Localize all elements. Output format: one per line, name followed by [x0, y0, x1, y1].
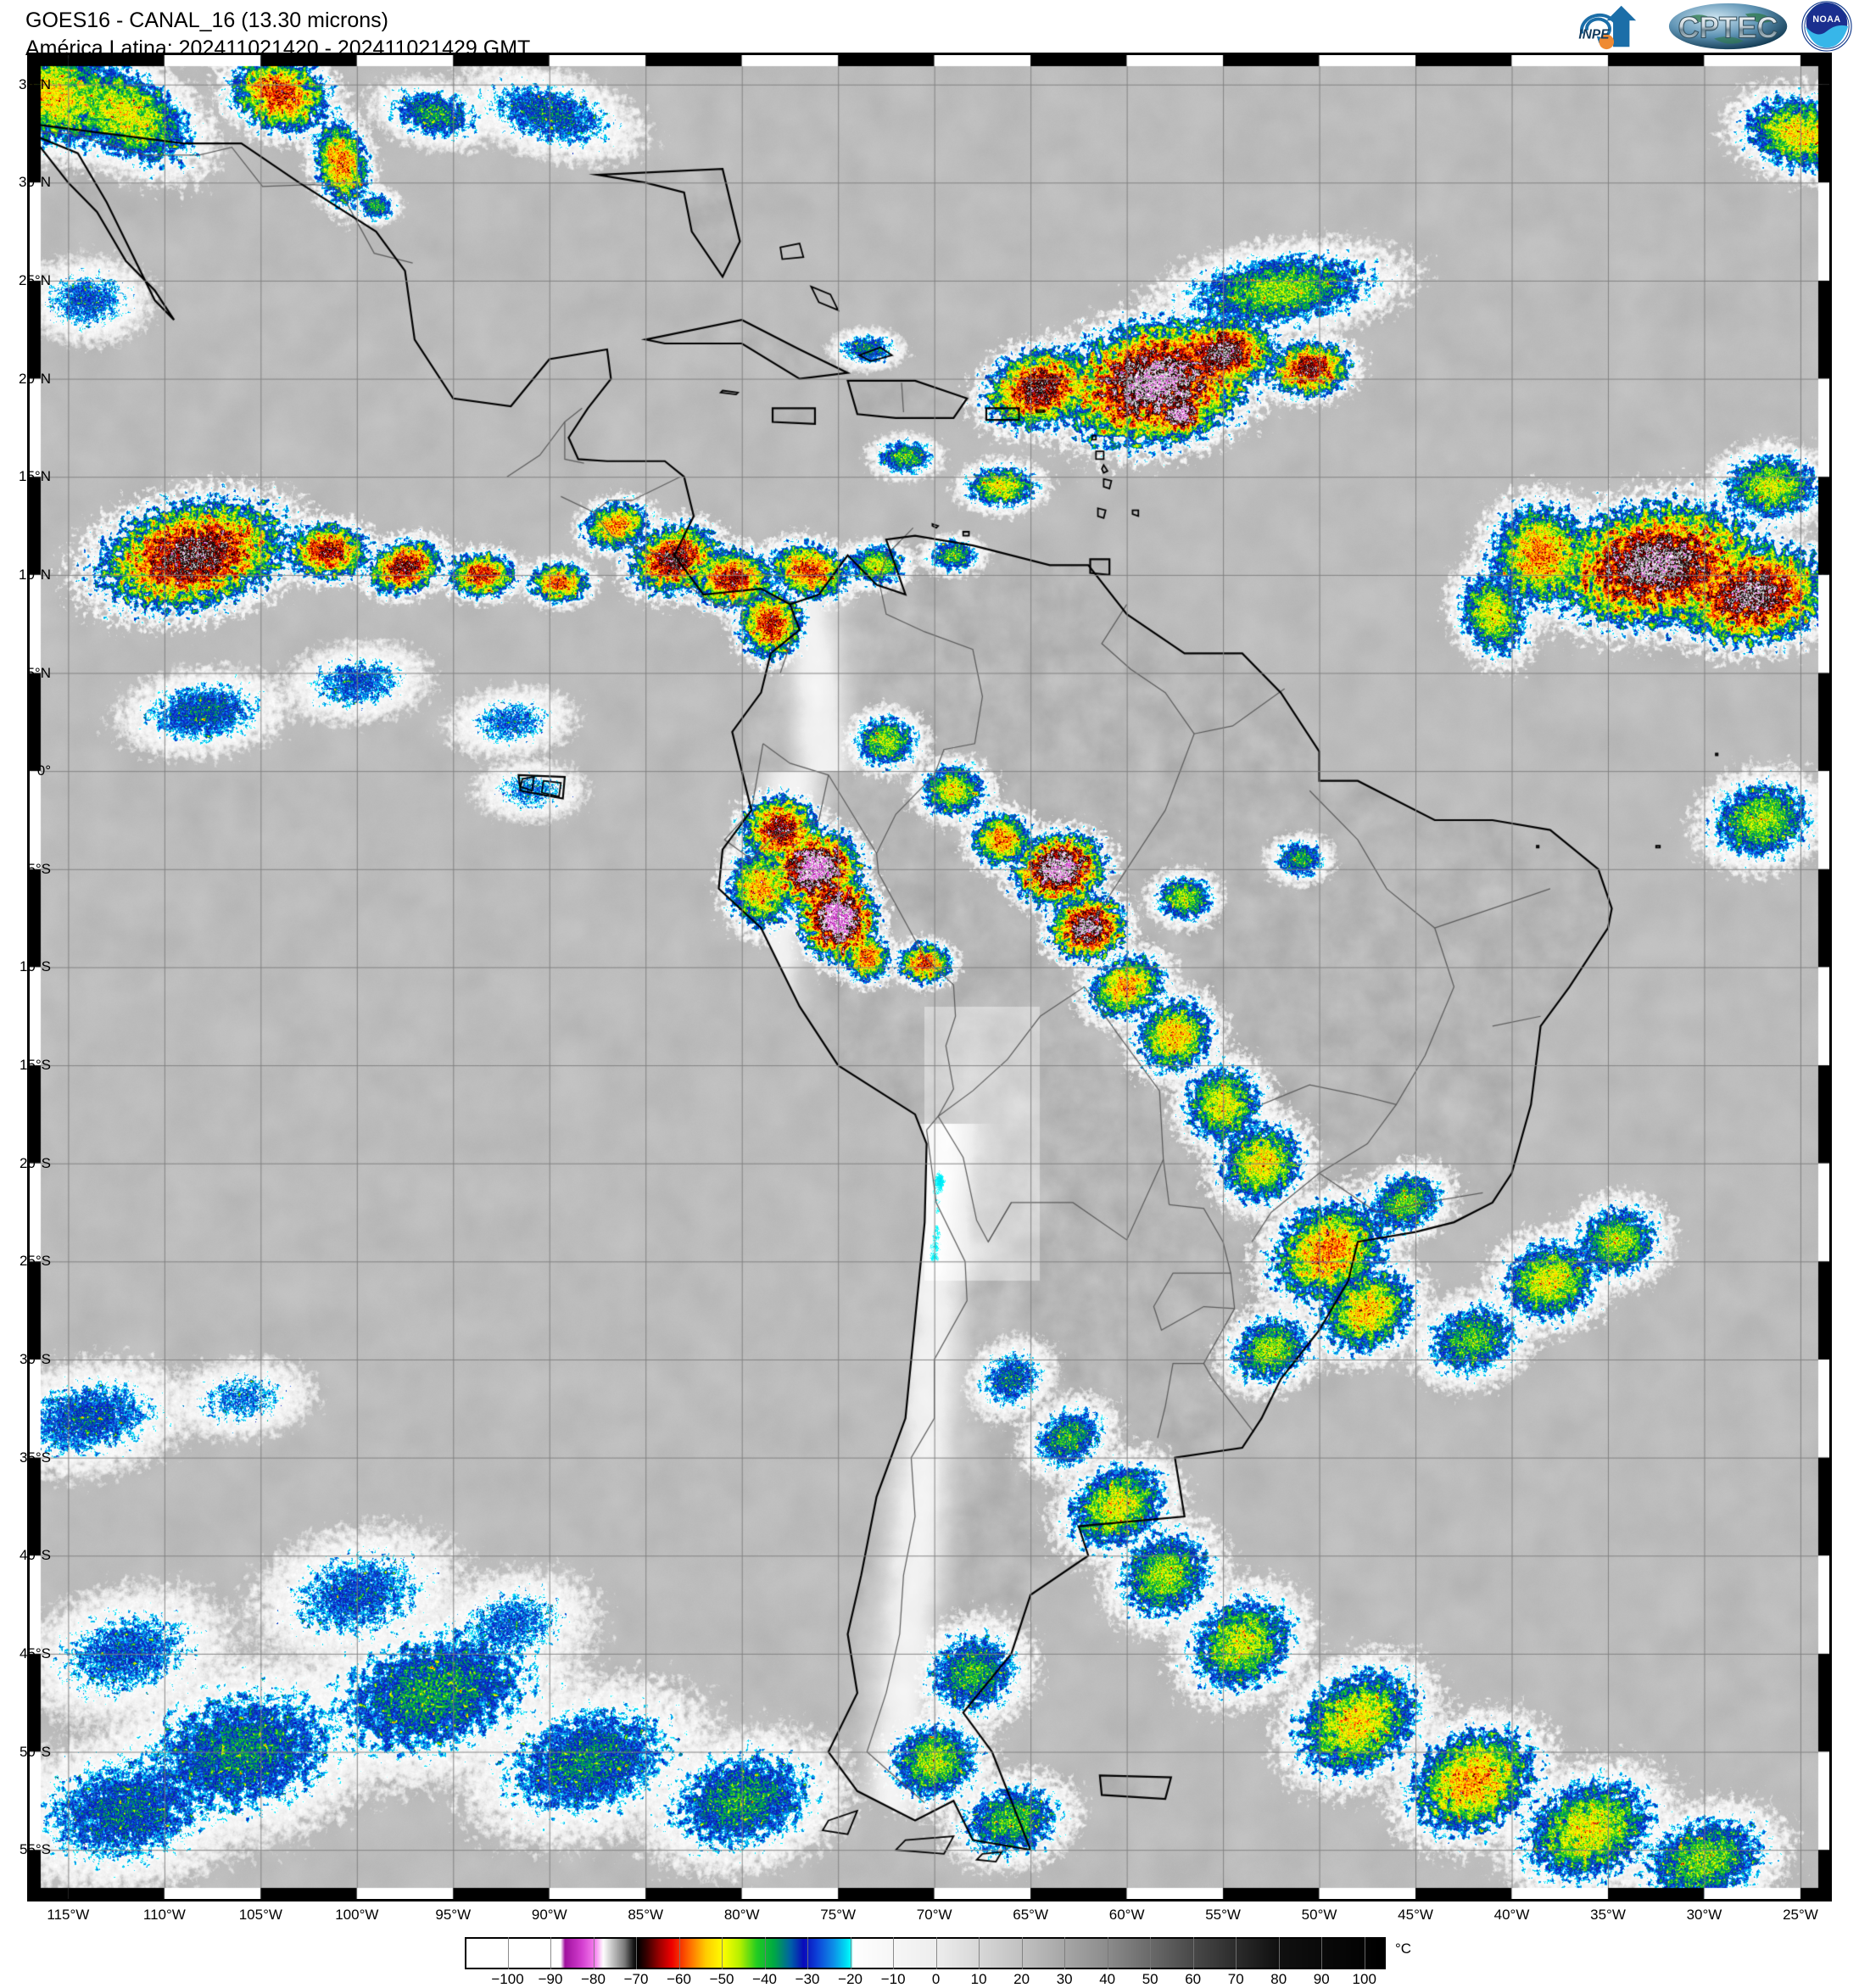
colorbar-tick [1064, 1937, 1066, 1969]
colorbar: −100 −90 −80 −70 −60 −50 −40 −30 −20 −10 0 10 20 30 40… [0, 1930, 1859, 1987]
satellite-image-canvas[interactable] [30, 55, 1829, 1899]
map-frame-border [27, 53, 1832, 1901]
colorbar-tick [1278, 1937, 1280, 1969]
colorbar-tick-label: 0 [931, 1971, 941, 1987]
colorbar-tick-label: 40 [1099, 1971, 1116, 1987]
colorbar-tick [1192, 1937, 1194, 1969]
colorbar-tick [722, 1937, 723, 1969]
colorbar-tick-label: −10 [880, 1971, 906, 1987]
colorbar-tick-label: 30 [1056, 1971, 1073, 1987]
lon-tick-label: 110°W [142, 1907, 186, 1923]
colorbar-tick [893, 1937, 895, 1969]
colorbar-tick [807, 1937, 809, 1969]
lon-tick-label: 90°W [531, 1907, 567, 1923]
colorbar-tick-label: −60 [667, 1971, 691, 1987]
inpe-logo: INPE [1579, 5, 1637, 50]
lat-tick-label: 45°S [19, 1645, 51, 1661]
lat-tick-label: 0° [36, 762, 51, 779]
lon-tick-label: 115°W [47, 1907, 90, 1923]
lat-tick-label: 15°N [19, 468, 51, 485]
lon-tick-label: 65°W [1013, 1907, 1049, 1923]
lon-tick-label: 60°W [1108, 1907, 1145, 1923]
colorbar-tick-label: −70 [623, 1971, 649, 1987]
lon-tick-label: 50°W [1301, 1907, 1337, 1923]
svg-text:NOAA: NOAA [1812, 14, 1840, 25]
colorbar-tick-label: −100 [491, 1971, 524, 1987]
lon-tick-label: 30°W [1686, 1907, 1722, 1923]
colorbar-tick [1021, 1937, 1023, 1969]
lat-tick-label: 40°S [19, 1547, 51, 1564]
lon-tick-label: 35°W [1590, 1907, 1626, 1923]
lat-tick-label: 55°S [19, 1841, 51, 1858]
colorbar-tick [550, 1937, 552, 1969]
lon-tick-label: 55°W [1205, 1907, 1241, 1923]
colorbar-tick-label: −90 [538, 1971, 563, 1987]
satellite-map[interactable]: 35°N 30°N 25°N 20°N 15°N 10°N 5°N 0° 5°S 10°S 15°S… [19, 53, 1832, 1923]
colorbar-tick [507, 1937, 509, 1969]
colorbar-tick [636, 1937, 638, 1969]
colorbar-ticks [465, 1937, 1386, 1969]
colorbar-tick-label: −40 [752, 1971, 777, 1987]
svg-text:INPE: INPE [1579, 28, 1611, 42]
colorbar-tick-label: 80 [1270, 1971, 1287, 1987]
lon-tick-label: 40°W [1493, 1907, 1530, 1923]
lat-tick-label: 35°S [19, 1449, 51, 1466]
logo-bar: INPE CPTEC [1564, 0, 1852, 53]
lon-tick-label: 105°W [238, 1907, 282, 1923]
lat-tick-label: 25°S [19, 1253, 51, 1270]
colorbar-tick [979, 1937, 980, 1969]
lat-tick-label: 30°N [19, 174, 51, 191]
lon-tick-label: 70°W [916, 1907, 952, 1923]
svg-text:CPTEC: CPTEC [1678, 12, 1778, 45]
lon-tick-label: 100°W [335, 1907, 379, 1923]
colorbar-tick-label: 60 [1185, 1971, 1202, 1987]
lon-tick-label: 25°W [1783, 1907, 1818, 1923]
colorbar-tick-label: 10 [970, 1971, 987, 1987]
colorbar-unit-label: °C [1395, 1941, 1412, 1957]
colorbar-gradient [466, 1939, 1384, 1968]
lat-tick-label: 20°S [19, 1154, 51, 1171]
lat-tick-label: 50°S [19, 1743, 51, 1760]
colorbar-tick-label: 100 [1352, 1971, 1376, 1987]
lon-tick-label: 45°W [1398, 1907, 1433, 1923]
colorbar-tick-label: −20 [838, 1971, 863, 1987]
lat-tick-label: 10°S [19, 958, 51, 975]
colorbar-tick-label: 70 [1227, 1971, 1244, 1987]
colorbar-tick [764, 1937, 766, 1969]
lat-tick-label: 10°N [19, 566, 51, 583]
lat-tick-label: 15°S [19, 1057, 51, 1074]
lat-tick-label: 30°S [19, 1350, 51, 1367]
noaa-logo: NOAA [1801, 1, 1852, 52]
lon-tick-label: 80°W [723, 1907, 760, 1923]
header: GOES16 - CANAL_16 (13.30 microns) Améric… [0, 0, 1859, 60]
lat-tick-label: 35°N [19, 75, 51, 92]
lat-tick-label: 25°N [19, 271, 51, 288]
colorbar-tick [935, 1937, 937, 1969]
lat-tick-label: 20°N [19, 370, 51, 387]
colorbar-tick-label: 50 [1142, 1971, 1158, 1987]
colorbar-tick [1321, 1937, 1323, 1969]
colorbar-gradient-box [465, 1937, 1386, 1969]
colorbar-tick-label: −80 [581, 1971, 606, 1987]
colorbar-tick-label: 90 [1313, 1971, 1330, 1987]
colorbar-tick-label: −30 [795, 1971, 820, 1987]
page-title: GOES16 - CANAL_16 (13.30 microns) [25, 8, 388, 32]
colorbar-tick [593, 1937, 595, 1969]
colorbar-tick-label: −50 [709, 1971, 734, 1987]
colorbar-tick-label: 20 [1013, 1971, 1030, 1987]
colorbar-tick [1150, 1937, 1152, 1969]
colorbar-tick [678, 1937, 680, 1969]
lat-tick-label: 5°N [26, 664, 51, 681]
lat-tick-label: 5°S [27, 860, 51, 877]
lon-tick-label: 75°W [820, 1907, 857, 1923]
colorbar-tick [1236, 1937, 1237, 1969]
lon-tick-label: 95°W [435, 1907, 472, 1923]
cptec-logo: CPTEC [1668, 3, 1788, 50]
lon-tick-label: 85°W [628, 1907, 664, 1923]
